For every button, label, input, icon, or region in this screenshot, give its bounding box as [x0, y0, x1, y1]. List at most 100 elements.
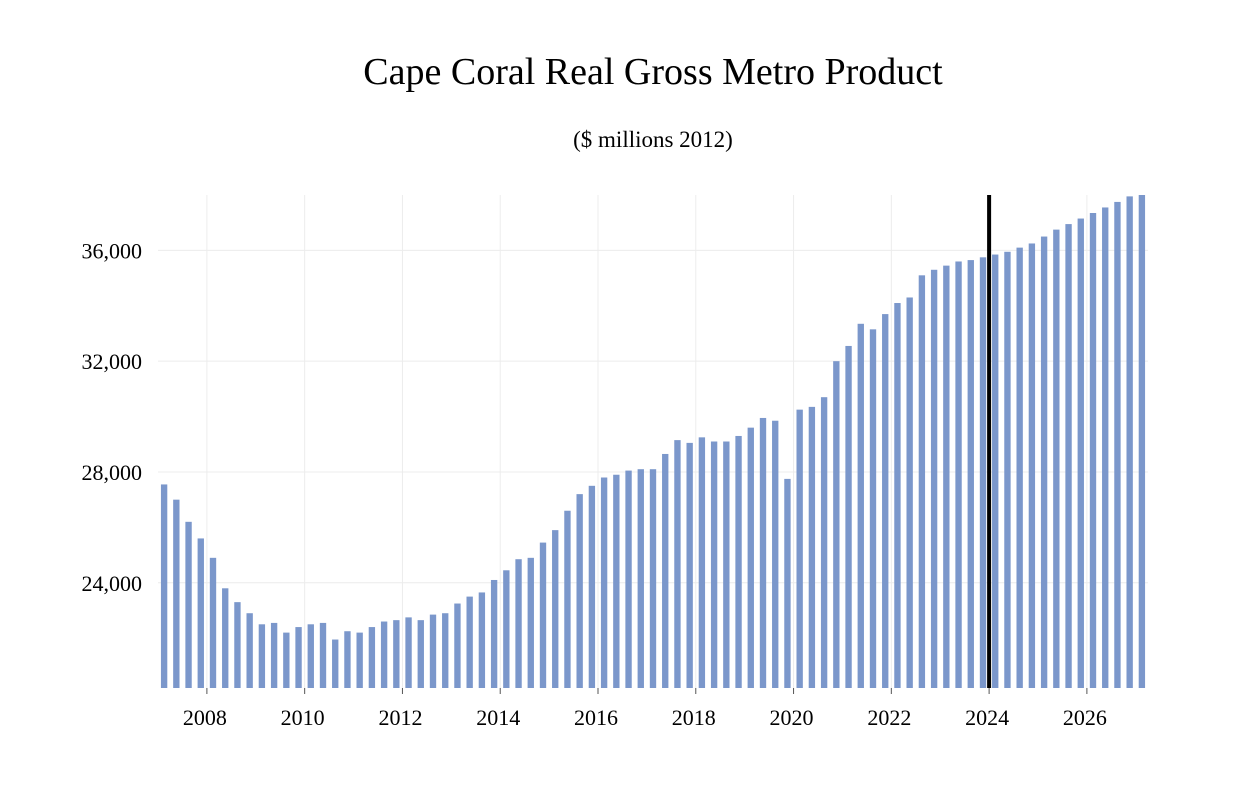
bar-2014Q1: [503, 570, 510, 688]
bar-2024Q2: [1004, 251, 1011, 689]
bar-2014Q3: [527, 557, 534, 688]
y-axis-ticks: 24,000 28,000 32,000 36,000: [82, 238, 143, 595]
bar-2014Q4: [539, 542, 547, 688]
chart-title: Cape Coral Real Gross Metro Product: [363, 51, 943, 93]
bar-2016Q2: [613, 474, 620, 688]
bar-2008Q4: [246, 613, 253, 688]
bar-2023Q1: [943, 265, 950, 688]
bar-2026Q1: [1089, 213, 1097, 688]
bar-2015Q3: [576, 494, 583, 688]
bar-2018Q1: [698, 437, 706, 688]
bar-2025Q2: [1053, 229, 1060, 688]
bar-2024Q4: [1028, 243, 1036, 688]
bar-2026Q4: [1126, 196, 1133, 688]
bar-2016Q1: [600, 477, 608, 688]
bar-series: [160, 195, 1146, 689]
bar-2016Q4: [637, 469, 644, 688]
bar-2009Q1: [258, 624, 266, 688]
bar-2007Q1: [160, 484, 168, 688]
x-tick-label: 2014: [476, 705, 520, 730]
y-tick-label: 36,000: [82, 238, 143, 263]
bar-2015Q4: [588, 485, 596, 688]
bar-2019Q4: [784, 478, 791, 688]
bar-2020Q3: [820, 397, 828, 688]
x-tick-label: 2020: [770, 705, 814, 730]
bar-2023Q4: [979, 257, 987, 688]
bar-2024Q1: [992, 254, 999, 688]
bar-2016Q3: [625, 470, 632, 688]
bar-2025Q4: [1077, 218, 1084, 689]
bar-2014Q2: [515, 559, 522, 688]
x-tick-label: 2016: [574, 705, 618, 730]
bar-2017Q4: [686, 442, 693, 688]
bar-2012Q3: [429, 614, 437, 688]
bar-2018Q3: [723, 441, 730, 688]
y-tick-label: 28,000: [82, 460, 143, 485]
bar-2025Q1: [1040, 236, 1048, 689]
bar-2027Q1: [1138, 195, 1146, 688]
bar-2021Q3: [869, 329, 877, 688]
bar-2008Q2: [222, 588, 229, 688]
x-axis-ticks: 2008 2010 2012 2014 2016 2018 2020 2022 2024 2026: [183, 688, 1107, 730]
bar-2007Q2: [173, 499, 180, 688]
bar-2020Q1: [796, 409, 803, 688]
bar-2008Q1: [209, 557, 217, 688]
bar-2011Q2: [368, 627, 376, 688]
bar-2012Q2: [417, 620, 424, 688]
bar-2012Q4: [442, 613, 449, 688]
bar-2017Q2: [662, 453, 669, 688]
bar-2026Q3: [1114, 201, 1121, 688]
bar-2015Q1: [552, 530, 559, 688]
bar-2024Q3: [1016, 247, 1023, 688]
bar-2025Q3: [1065, 224, 1072, 688]
bar-2013Q4: [490, 579, 498, 688]
x-tick-label: 2026: [1063, 705, 1107, 730]
x-tick-label: 2012: [378, 705, 422, 730]
bar-2022Q2: [906, 297, 913, 688]
bar-2023Q3: [967, 260, 974, 688]
bar-2018Q4: [735, 435, 742, 688]
bar-2013Q2: [466, 596, 473, 688]
bar-2022Q1: [894, 303, 901, 688]
bar-2011Q4: [393, 620, 400, 688]
bar-2022Q3: [918, 275, 926, 688]
bar-2009Q4: [295, 627, 302, 688]
chart-subtitle: ($ millions 2012): [573, 127, 733, 152]
bar-2013Q3: [478, 592, 486, 688]
bar-2018Q2: [710, 441, 718, 688]
bar-2011Q3: [380, 621, 388, 688]
bar-2007Q4: [197, 538, 204, 688]
y-tick-label: 32,000: [82, 349, 143, 374]
bar-2021Q2: [857, 323, 864, 688]
bar-2023Q2: [955, 261, 962, 688]
bar-2019Q3: [772, 420, 779, 688]
bar-2010Q2: [319, 622, 327, 688]
bar-2015Q2: [564, 510, 571, 688]
bar-2017Q1: [649, 469, 657, 688]
y-tick-label: 24,000: [82, 571, 143, 596]
x-tick-label: 2024: [965, 705, 1009, 730]
bar-2010Q3: [332, 639, 339, 688]
bar-2021Q1: [845, 345, 852, 688]
bar-2010Q4: [344, 631, 351, 688]
bar-2020Q2: [808, 406, 816, 688]
bar-2009Q2: [270, 622, 278, 688]
bar-2019Q1: [747, 427, 754, 688]
bar-2017Q3: [674, 440, 681, 688]
bar-2010Q1: [307, 624, 314, 688]
bar-2013Q1: [454, 603, 461, 688]
x-tick-label: 2010: [281, 705, 325, 730]
bar-2020Q4: [833, 361, 840, 688]
x-tick-label: 2018: [672, 705, 716, 730]
bar-2026Q2: [1102, 207, 1109, 688]
bar-2021Q4: [882, 314, 889, 688]
x-tick-label: 2008: [183, 705, 227, 730]
bar-2009Q3: [283, 632, 290, 688]
bar-2019Q2: [759, 417, 767, 688]
bar-2012Q1: [405, 617, 412, 688]
x-tick-label: 2022: [867, 705, 911, 730]
bar-2011Q1: [356, 632, 363, 688]
bar-2007Q3: [185, 521, 192, 688]
bar-2008Q3: [234, 602, 241, 688]
